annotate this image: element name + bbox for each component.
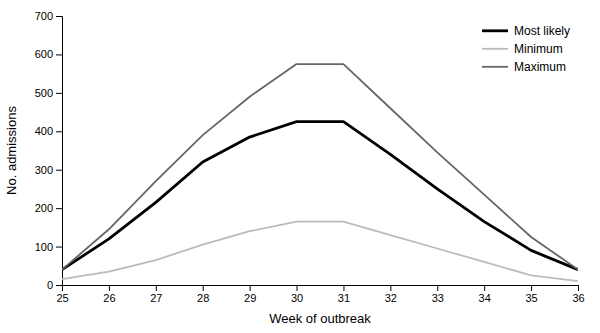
tick-mark — [343, 285, 344, 291]
tick-label: 600 — [35, 48, 53, 60]
tick: 26 — [103, 285, 115, 304]
tick-mark — [56, 170, 62, 171]
series-line — [62, 64, 578, 270]
legend-swatch — [482, 66, 508, 68]
tick: 25 — [56, 285, 68, 304]
tick-mark — [56, 93, 62, 94]
tick-label: 27 — [150, 292, 162, 304]
tick-mark — [250, 285, 251, 291]
tick-label: 28 — [197, 292, 209, 304]
tick-label: 300 — [35, 164, 53, 176]
tick-mark — [56, 247, 62, 248]
tick-label: 34 — [479, 292, 491, 304]
tick-label: 400 — [35, 125, 53, 137]
tick-mark — [437, 285, 438, 291]
tick: 36 — [572, 285, 584, 304]
tick-label: 35 — [525, 292, 537, 304]
series-line — [62, 222, 578, 282]
tick-mark — [203, 285, 204, 291]
tick: 500 — [35, 87, 62, 99]
axis-line — [56, 17, 63, 286]
legend-item: Most likely — [482, 24, 570, 38]
tick-label: 31 — [338, 292, 350, 304]
tick-label: 32 — [385, 292, 397, 304]
chart: 25 26 27 28 29 30 31 32 33 34 35 36 0 100 200 300 400 500… — [0, 0, 600, 333]
y-axis: 0 100 200 300 400 500 600 700 — [35, 10, 63, 291]
x-axis-title: Week of outbreak — [269, 311, 371, 326]
tick: 29 — [244, 285, 256, 304]
tick-mark — [578, 285, 579, 291]
tick: 700 — [35, 10, 62, 22]
tick-mark — [56, 208, 62, 209]
tick-mark — [56, 285, 62, 286]
tick: 27 — [150, 285, 162, 304]
legend-swatch — [482, 29, 508, 32]
tick-mark — [56, 54, 62, 55]
tick-mark — [297, 285, 298, 291]
tick-mark — [531, 285, 532, 291]
legend-label: Maximum — [514, 60, 566, 74]
tick-label: 30 — [291, 292, 303, 304]
tick-label: 33 — [432, 292, 444, 304]
tick: 28 — [197, 285, 209, 304]
tick: 34 — [479, 285, 491, 304]
y-axis-title: No. admissions — [4, 106, 19, 195]
tick-mark — [484, 285, 485, 291]
legend: Most likely Minimum Maximum — [482, 24, 570, 74]
tick: 600 — [35, 48, 62, 60]
tick-label: 36 — [572, 292, 584, 304]
tick: 400 — [35, 125, 62, 137]
tick-label: 500 — [35, 87, 53, 99]
tick-mark — [390, 285, 391, 291]
tick-label: 200 — [35, 202, 53, 214]
legend-label: Minimum — [514, 42, 563, 56]
tick: 200 — [35, 202, 62, 214]
series-line — [62, 122, 578, 270]
tick: 300 — [35, 164, 62, 176]
tick-mark — [109, 285, 110, 291]
tick: 32 — [385, 285, 397, 304]
tick-label: 700 — [35, 10, 53, 22]
tick: 30 — [291, 285, 303, 304]
legend-item: Minimum — [482, 42, 563, 56]
tick-mark — [56, 16, 62, 17]
tick-label: 100 — [35, 241, 53, 253]
tick-label: 26 — [103, 292, 115, 304]
plot-area — [62, 64, 578, 281]
tick: 0 — [47, 279, 62, 291]
tick-label: 25 — [56, 292, 68, 304]
legend-swatch — [482, 48, 508, 50]
tick: 35 — [525, 285, 537, 304]
legend-item: Maximum — [482, 60, 566, 74]
tick-mark — [156, 285, 157, 291]
tick-mark — [56, 131, 62, 132]
x-axis: 25 26 27 28 29 30 31 32 33 34 35 36 — [56, 285, 584, 304]
legend-label: Most likely — [514, 24, 570, 38]
tick: 33 — [432, 285, 444, 304]
tick-label: 0 — [47, 279, 53, 291]
axis-line — [63, 286, 579, 292]
tick-label: 29 — [244, 292, 256, 304]
tick: 31 — [338, 285, 350, 304]
tick: 100 — [35, 241, 62, 253]
